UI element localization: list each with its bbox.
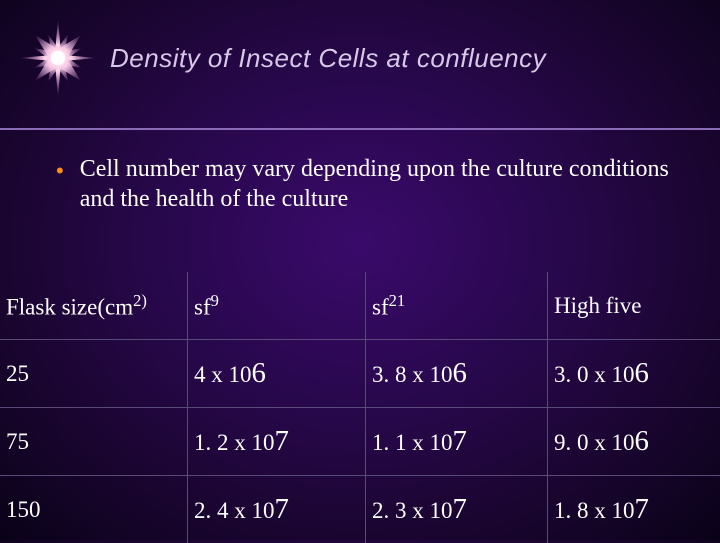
header-text: sf — [372, 294, 389, 319]
header-sup: 21 — [389, 291, 406, 310]
table-header-cell: sf9 — [188, 272, 366, 339]
exponent: 7 — [275, 493, 289, 525]
table-row: 150 2. 4 x 107 2. 3 x 107 1. 8 x 107 — [0, 476, 720, 543]
exponent: 6 — [453, 357, 467, 389]
table-header-cell: Flask size(cm2) — [0, 272, 188, 339]
bullet-text: Cell number may vary depending upon the … — [80, 154, 690, 214]
table-cell: 75 — [0, 408, 188, 475]
exponent: 6 — [635, 357, 649, 389]
table-cell: 4 x 106 — [188, 340, 366, 407]
exponent: 7 — [635, 493, 649, 525]
table-cell: 25 — [0, 340, 188, 407]
table-cell: 1. 8 x 107 — [548, 476, 720, 543]
table-cell: 150 — [0, 476, 188, 543]
header-text: Flask size(cm — [6, 294, 133, 319]
bullet-item: • Cell number may vary depending upon th… — [56, 154, 690, 214]
starburst-icon — [18, 18, 98, 98]
mantissa: 2. 3 — [372, 498, 407, 523]
bullet-dot-icon: • — [56, 158, 64, 184]
header-sup: 9 — [211, 291, 219, 310]
table-cell: 1. 2 x 107 — [188, 408, 366, 475]
slide-title: Density of Insect Cells at confluency — [110, 43, 546, 74]
exponent: 6 — [252, 357, 266, 389]
table-header-row: Flask size(cm2) sf9 sf21 High five — [0, 272, 720, 339]
header-text: sf — [194, 294, 211, 319]
mantissa: 4 — [194, 362, 206, 387]
data-table: Flask size(cm2) sf9 sf21 High five 25 4 … — [0, 272, 720, 543]
header-sup: 2) — [133, 291, 147, 310]
table-header-cell: sf21 — [366, 272, 548, 339]
mantissa: 2. 4 — [194, 498, 229, 523]
table-cell: 9. 0 x 106 — [548, 408, 720, 475]
table-cell: 2. 3 x 107 — [366, 476, 548, 543]
exponent: 6 — [635, 425, 649, 457]
exponent: 7 — [453, 493, 467, 525]
row-label: 150 — [6, 497, 41, 523]
mantissa: 1. 2 — [194, 430, 229, 455]
exponent: 7 — [275, 425, 289, 457]
mantissa: 1. 8 — [554, 498, 589, 523]
exponent: 7 — [453, 425, 467, 457]
table-row: 25 4 x 106 3. 8 x 106 3. 0 x 106 — [0, 340, 720, 407]
table-cell: 2. 4 x 107 — [188, 476, 366, 543]
row-label: 75 — [6, 429, 29, 455]
mantissa: 3. 8 — [372, 362, 407, 387]
mantissa: 9. 0 — [554, 430, 589, 455]
mantissa: 3. 0 — [554, 362, 589, 387]
row-label: 25 — [6, 361, 29, 387]
table-row: 75 1. 2 x 107 1. 1 x 107 9. 0 x 106 — [0, 408, 720, 475]
title-underline — [0, 128, 720, 130]
title-row: Density of Insect Cells at confluency — [0, 0, 720, 106]
table-cell: 3. 0 x 106 — [548, 340, 720, 407]
table-header-cell: High five — [548, 272, 720, 339]
table-cell: 3. 8 x 106 — [366, 340, 548, 407]
table-cell: 1. 1 x 107 — [366, 408, 548, 475]
header-text: High five — [554, 293, 642, 319]
mantissa: 1. 1 — [372, 430, 407, 455]
